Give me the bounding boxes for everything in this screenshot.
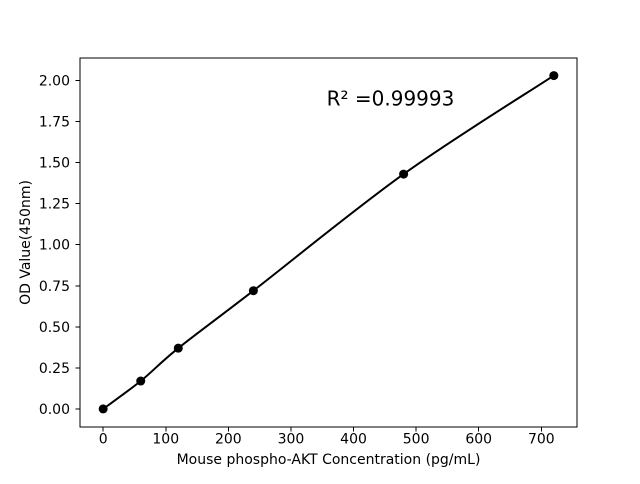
data-point — [399, 169, 409, 179]
x-axis-label: Mouse phospho-AKT Concentration (pg/mL) — [177, 452, 481, 468]
data-point — [549, 71, 559, 81]
data-point — [136, 376, 146, 386]
plot-area: 0 100 200 300 400 500 600 700 0.00 0.25 0.50 0.75 1… — [18, 57, 578, 468]
x-tick-label: 300 — [278, 432, 305, 448]
y-tick-label: 0.00 — [39, 402, 70, 418]
data-point — [98, 404, 108, 414]
y-tick-label: 1.50 — [39, 156, 70, 172]
x-axis-ticks: 0 100 200 300 400 500 600 700 — [99, 427, 555, 448]
y-tick-label: 0.50 — [39, 320, 70, 336]
y-tick-label: 2.00 — [39, 73, 70, 89]
y-axis-ticks: 0.00 0.25 0.50 0.75 1.00 1.25 1.50 1.75 2.00 — [39, 73, 80, 418]
r-squared-annotation: R² =0.99993 — [327, 87, 455, 111]
x-tick-label: 600 — [465, 432, 492, 448]
x-tick-label: 400 — [340, 432, 367, 448]
x-tick-label: 0 — [99, 432, 108, 448]
y-tick-label: 0.75 — [39, 279, 70, 295]
standard-curve-line — [102, 74, 555, 410]
data-point — [173, 343, 183, 353]
x-tick-label: 700 — [528, 432, 555, 448]
x-tick-label: 100 — [152, 432, 179, 448]
data-point — [248, 286, 258, 296]
x-tick-label: 200 — [215, 432, 242, 448]
y-axis-label: OD Value(450nm) — [18, 180, 34, 305]
y-tick-label: 1.75 — [39, 115, 70, 131]
y-tick-label: 0.25 — [39, 361, 70, 377]
y-tick-label: 1.00 — [39, 238, 70, 254]
y-tick-label: 1.25 — [39, 197, 70, 213]
x-tick-label: 500 — [403, 432, 430, 448]
data-points — [98, 71, 559, 414]
plot-border — [79, 57, 578, 428]
